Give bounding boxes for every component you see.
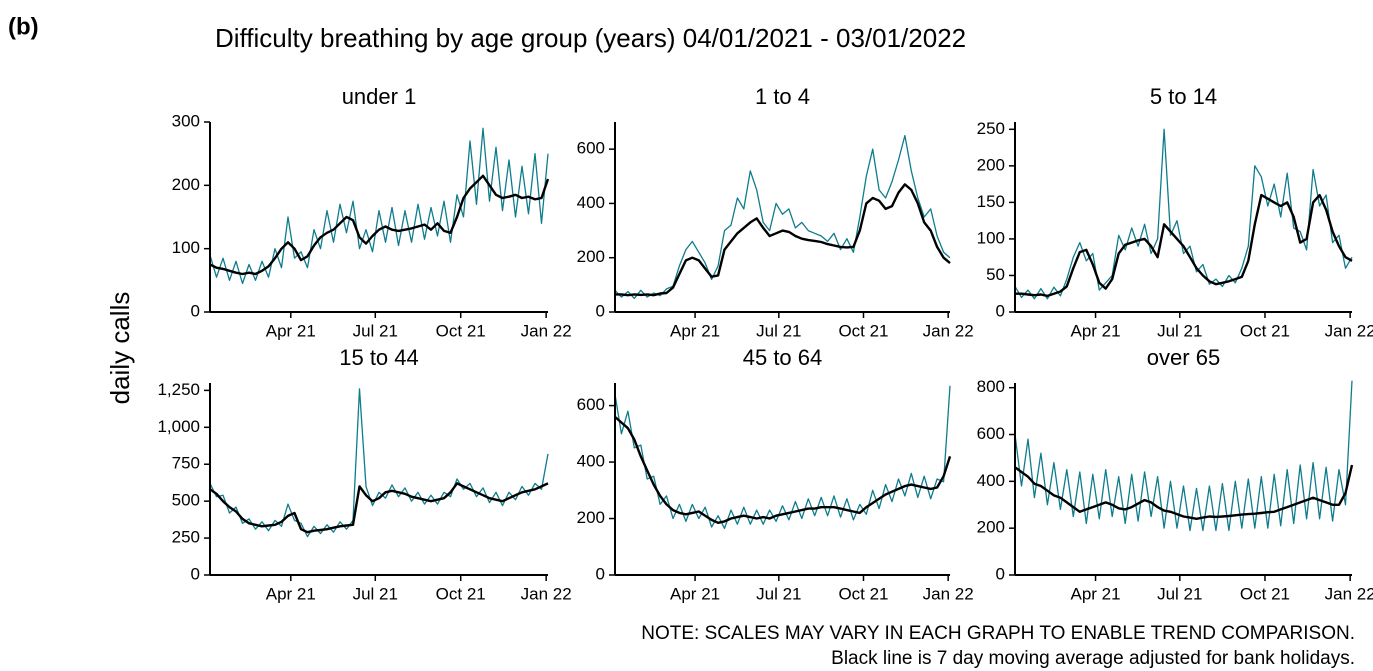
y-tick-label: 1,000: [157, 417, 200, 436]
y-tick-label: 600: [577, 395, 605, 414]
panel-title: 1 to 4: [755, 84, 810, 109]
series-line: [615, 183, 951, 297]
y-tick-label: 50: [986, 265, 1005, 284]
series-line: [614, 134, 951, 300]
y-tick-label: 200: [977, 518, 1005, 537]
x-tick-label: Apr 21: [266, 584, 316, 603]
series-line: [614, 415, 952, 524]
y-tick-label: 400: [577, 452, 605, 471]
x-tick-label: Oct 21: [436, 321, 486, 340]
panel-title: over 65: [1147, 345, 1220, 370]
y-tick-label: 250: [977, 119, 1005, 138]
x-tick-label: Jul 21: [756, 321, 801, 340]
y-tick-label: 400: [577, 193, 605, 212]
x-tick-label: Jan 22: [1325, 321, 1373, 340]
y-tick-label: 0: [596, 301, 605, 320]
y-tick-label: 400: [977, 471, 1005, 490]
y-tick-label: 200: [577, 508, 605, 527]
y-tick-label: 250: [172, 528, 200, 547]
series-line: [1014, 380, 1353, 532]
x-tick-label: Jul 21: [353, 321, 398, 340]
x-tick-label: Oct 21: [1240, 321, 1290, 340]
x-tick-label: Jan 22: [923, 584, 974, 603]
series-line: [1014, 128, 1353, 300]
y-tick-label: 200: [977, 155, 1005, 174]
x-tick-label: Jul 21: [756, 584, 801, 603]
x-tick-label: Jul 21: [1157, 584, 1202, 603]
x-tick-label: Oct 21: [1240, 584, 1290, 603]
y-tick-label: 800: [977, 377, 1005, 396]
panel-title: 15 to 44: [339, 345, 419, 370]
series-line: [209, 482, 549, 534]
panel-title: under 1: [342, 84, 417, 109]
x-tick-label: Jan 22: [1325, 584, 1373, 603]
y-tick-label: 100: [977, 228, 1005, 247]
y-tick-label: 100: [172, 238, 200, 257]
y-tick-label: 500: [172, 491, 200, 510]
x-tick-label: Oct 21: [838, 321, 888, 340]
chart-title: Difficulty breathing by age group (years…: [215, 23, 966, 53]
y-tick-label: 150: [977, 192, 1005, 211]
note: Black line is 7 day moving average adjus…: [831, 648, 1355, 669]
y-tick-label: 200: [172, 175, 200, 194]
series-line: [1014, 464, 1354, 520]
series-line: [209, 127, 549, 285]
x-tick-label: Apr 21: [670, 584, 720, 603]
x-tick-label: Jul 21: [353, 584, 398, 603]
y-tick-label: 0: [191, 301, 200, 320]
x-tick-label: Apr 21: [1070, 584, 1120, 603]
panel-title: 45 to 64: [743, 345, 823, 370]
y-tick-label: 0: [191, 564, 200, 583]
y-tick-label: 0: [596, 564, 605, 583]
y-tick-label: 1,250: [157, 380, 200, 399]
y-tick-label: 0: [996, 564, 1005, 583]
series-line: [614, 385, 951, 530]
panel-title: 5 to 14: [1150, 84, 1217, 109]
y-tick-label: 600: [977, 424, 1005, 443]
x-tick-label: Apr 21: [1070, 321, 1120, 340]
panel-label: (b): [8, 13, 39, 40]
y-tick-label: 0: [996, 301, 1005, 320]
series-line: [209, 174, 550, 276]
x-tick-label: Jul 21: [1157, 321, 1202, 340]
x-tick-label: Jan 22: [521, 584, 572, 603]
x-tick-label: Jan 22: [521, 321, 572, 340]
x-tick-label: Oct 21: [838, 584, 888, 603]
y-tick-label: 300: [172, 111, 200, 130]
x-tick-label: Jan 22: [923, 321, 974, 340]
y-tick-label: 200: [577, 247, 605, 266]
x-tick-label: Oct 21: [436, 584, 486, 603]
series-line: [209, 388, 549, 538]
x-tick-label: Apr 21: [266, 321, 316, 340]
x-tick-label: Apr 21: [670, 321, 720, 340]
y-tick-label: 750: [172, 454, 200, 473]
y-tick-label: 600: [577, 139, 605, 158]
note: NOTE: SCALES MAY VARY IN EACH GRAPH TO E…: [641, 623, 1355, 644]
series-line: [1015, 193, 1353, 298]
y-axis-label: daily calls: [105, 292, 135, 405]
